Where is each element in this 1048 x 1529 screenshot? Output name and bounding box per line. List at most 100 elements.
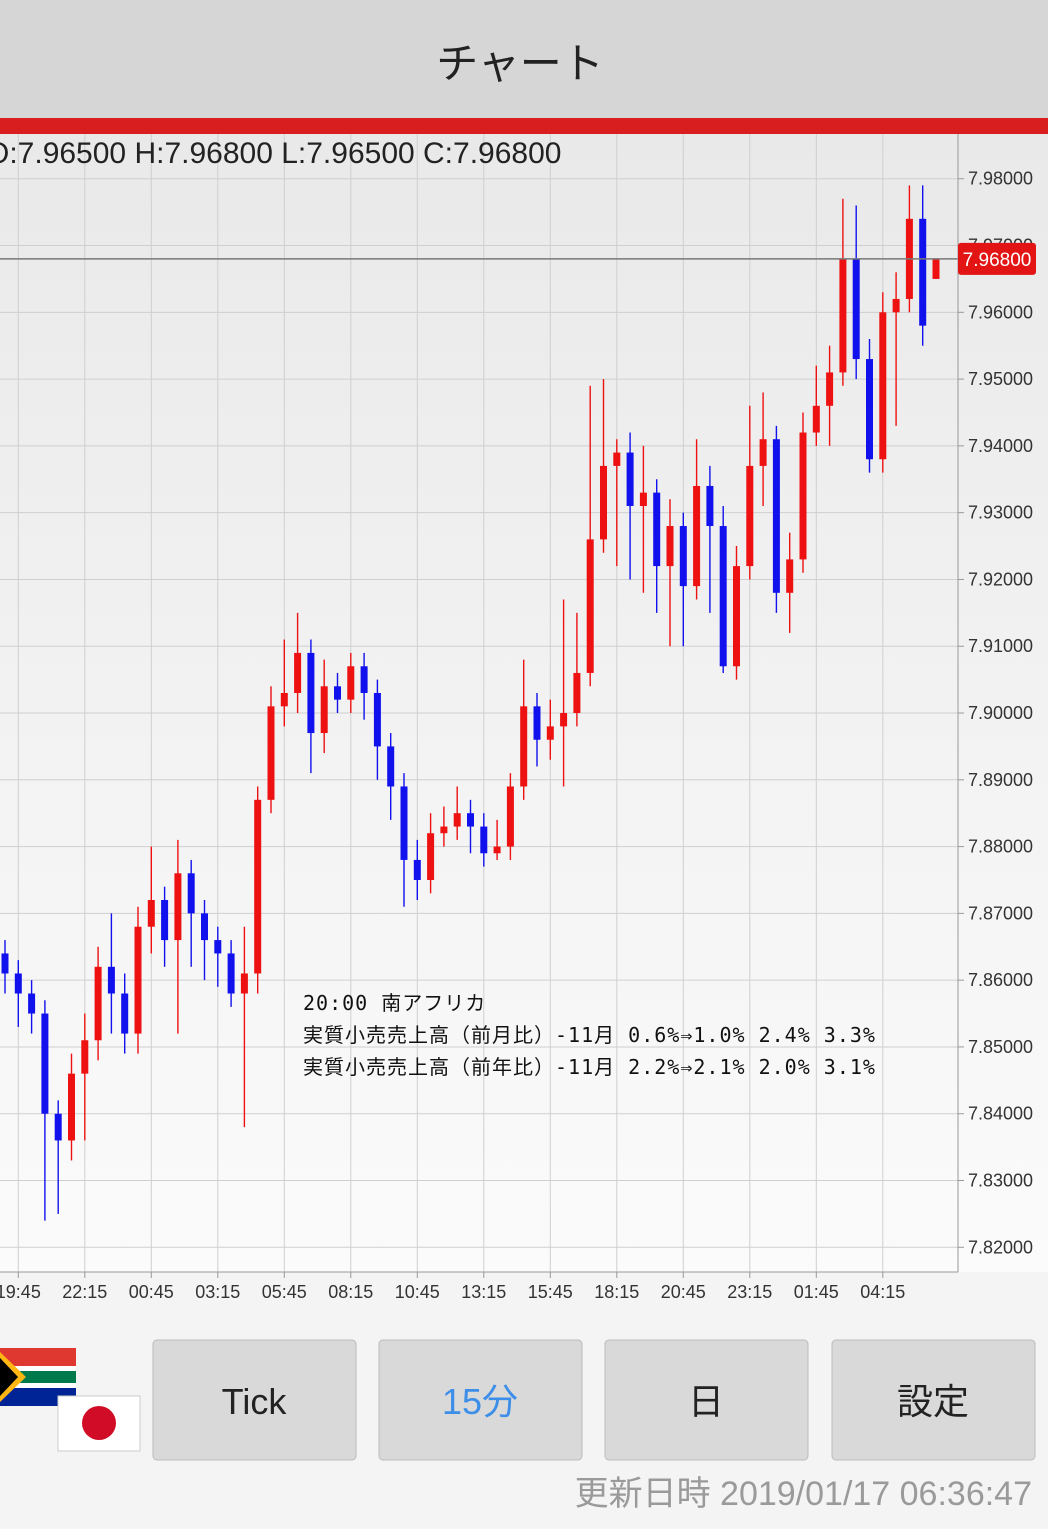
candle-body [41,1013,49,1114]
candle-body [294,652,302,693]
y-tick-label: 7.87000 [968,903,1033,923]
candle-body [932,258,940,279]
candle-body [480,826,488,854]
y-tick-label: 7.89000 [968,770,1033,790]
x-tick-label: 00:45 [129,1282,174,1302]
y-tick-label: 7.90000 [968,703,1033,723]
candle-body [54,1113,62,1141]
candle-body [879,312,887,460]
candle-body [560,713,568,727]
button-label[interactable]: 設定 [897,1381,969,1422]
button-face [604,1339,809,1461]
candle-body [493,846,501,854]
candle-body [799,432,807,560]
candle-body [320,686,328,734]
tab-button[interactable]: 日 [604,1339,809,1461]
tab-button[interactable]: 設定 [831,1339,1036,1461]
candle-body [573,672,581,714]
y-tick-label: 7.88000 [968,837,1033,857]
flag-za [0,1348,76,1406]
event-annotation: 実質小売売上高（前月比）-11月 0.6%⇒1.0% 2.4% 3.3% [303,1023,876,1047]
flag-jp [57,1395,141,1452]
button-face [831,1339,1036,1461]
candle-body [214,940,222,954]
candle-body [786,559,794,593]
candle-body [360,666,368,693]
ohlc-readout: O:7.96500 H:7.96800 L:7.96500 C:7.96800 [0,137,561,170]
button-label[interactable]: 日 [688,1381,724,1422]
candle-body [28,993,36,1014]
candle-body [679,526,687,587]
y-tick-label: 7.93000 [968,503,1033,523]
y-tick-label: 7.82000 [968,1237,1033,1257]
button-face [378,1339,583,1461]
candle-body [666,526,674,567]
button-label[interactable]: Tick [222,1381,288,1422]
candle-body [14,973,22,994]
candle-body [427,833,435,880]
event-annotation: 実質小売売上高（前年比）-11月 2.2%⇒2.1% 2.0% 3.1% [303,1055,876,1079]
candle-body [280,692,288,707]
current-price-label: 7.96800 [963,250,1032,271]
y-tick-label: 7.95000 [968,369,1033,389]
candle-body [81,1040,89,1074]
y-tick-label: 7.86000 [968,970,1033,990]
event-annotation: 20:00 南アフリカ [303,991,486,1015]
candle-body [586,539,594,673]
x-tick-label: 01:45 [794,1282,839,1302]
candle-body [613,452,621,466]
candle-body [400,786,408,860]
tab-button[interactable]: 15分 [378,1339,583,1461]
x-tick-label: 04:15 [860,1282,905,1302]
candle-body [334,686,341,700]
candle-body [387,746,395,787]
y-tick-label: 7.96000 [968,302,1033,322]
candle-body [639,492,647,506]
tab-button[interactable]: Tick [152,1339,357,1461]
candle-body [746,465,754,567]
candle-body [653,492,661,567]
candle-body [134,926,142,1034]
candle-body [267,706,275,800]
candle-body [919,218,927,326]
candle-body [866,359,873,460]
candle-body [693,485,701,587]
accent-bar [0,118,1048,134]
candle-body [240,973,248,994]
header-title: チャート [436,39,604,88]
candle-body [121,993,129,1034]
x-tick-label: 15:45 [528,1282,573,1302]
button-row: Tick 15分 日 設定 [152,1339,1036,1461]
button-face [152,1339,357,1461]
candle-body [759,439,767,466]
x-tick-label: 08:15 [328,1282,373,1302]
candle-body [812,405,820,433]
x-tick-label: 05:45 [262,1282,307,1302]
header-bar [0,0,1048,118]
candle-body [772,439,780,593]
y-tick-label: 7.91000 [968,636,1033,656]
candle-body [453,813,461,827]
candle-body [94,966,102,1041]
candle-body [440,826,448,834]
y-tick-label: 7.92000 [968,569,1033,589]
candle-body [174,873,182,941]
y-tick-label: 7.83000 [968,1171,1033,1191]
candle-body [839,258,847,373]
y-tick-label: 7.85000 [968,1037,1033,1057]
x-tick-label: 18:15 [594,1282,639,1302]
candle-body [161,900,169,941]
x-tick-label: 22:15 [62,1282,107,1302]
candle-body [373,692,381,747]
candle-body [307,652,315,734]
x-tick-label: 19:45 [0,1282,41,1302]
candle-body [413,859,421,880]
button-label[interactable]: 15分 [442,1381,518,1422]
candle-body [733,566,740,667]
x-tick-label: 23:15 [727,1282,772,1302]
candle-body [719,526,727,667]
candle-body [147,900,155,927]
current-price-tag [958,242,1036,275]
candle-body [826,372,834,406]
